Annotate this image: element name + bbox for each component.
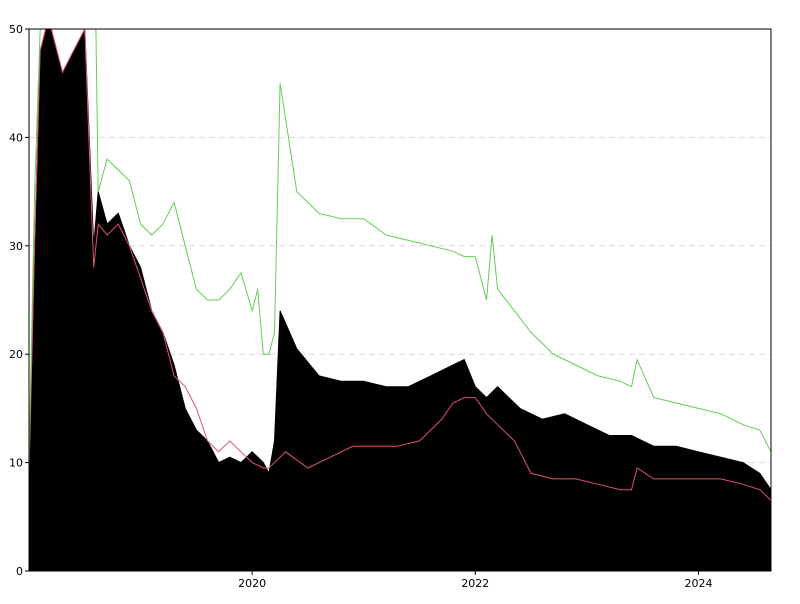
x-tick-label-1: 2022	[461, 577, 489, 590]
y-tick-label-3: 30	[9, 240, 23, 253]
series-line-2	[29, 29, 771, 463]
y-tick-label-0: 0	[16, 565, 23, 578]
axes: 0 10 20 30 40 50 2020 2022 2024	[9, 23, 712, 590]
x-tick-label-2: 2024	[684, 577, 712, 590]
y-tick-label-4: 40	[9, 131, 23, 144]
y-tick-label-2: 20	[9, 348, 23, 361]
x-tick-label-0: 2020	[238, 577, 266, 590]
series-layer	[29, 29, 771, 571]
y-tick-label-1: 10	[9, 457, 23, 470]
series-line-1	[29, 29, 771, 501]
plot-frame	[28, 28, 772, 572]
y-tick-label-5: 50	[9, 23, 23, 36]
series-area-0	[29, 29, 771, 571]
